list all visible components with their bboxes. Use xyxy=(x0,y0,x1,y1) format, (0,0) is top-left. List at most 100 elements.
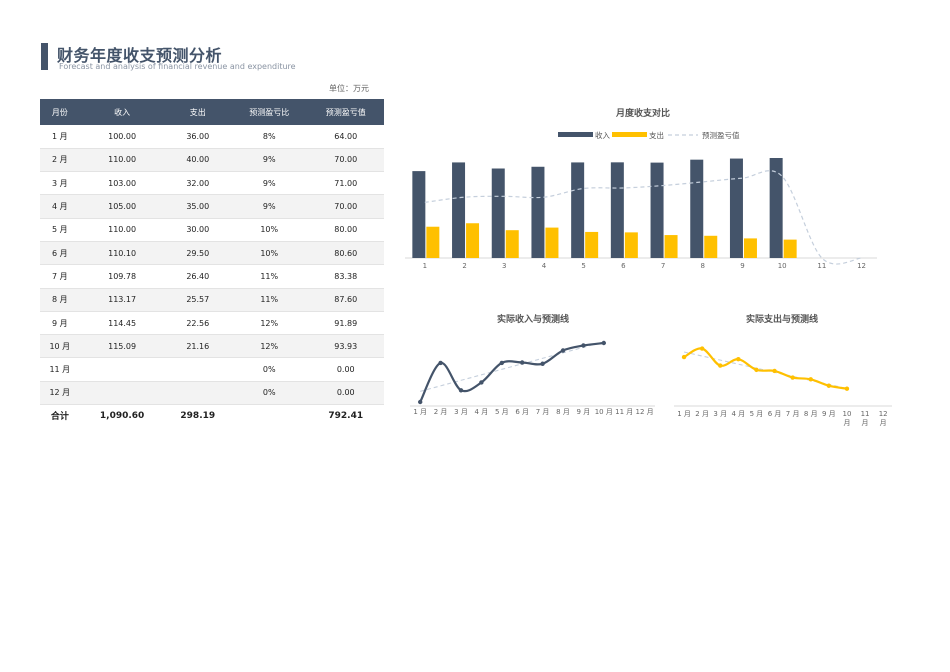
data-point xyxy=(601,340,606,346)
expense-bar xyxy=(585,231,599,258)
total-cell xyxy=(230,404,308,427)
x-tick-label: 4 月 xyxy=(732,410,746,418)
total-cell: 298.19 xyxy=(164,404,231,427)
data-point xyxy=(520,360,525,365)
legend-label: 支出 xyxy=(649,130,664,140)
finance-table: 月份 收入 支出 预测盈亏比 预测盈亏值 1 月 100.00 36.00 8% 64.… xyxy=(40,99,384,427)
data-point xyxy=(808,377,813,382)
column-header: 支出 xyxy=(164,99,231,125)
table-row: 11 月 0% 0.00 xyxy=(40,357,384,382)
x-tick-label: 10 月 xyxy=(595,408,613,416)
table-cell: 91.89 xyxy=(307,311,384,336)
table-cell: 10 月 xyxy=(40,334,80,359)
page-subtitle: Forecast and analysis of financial reven… xyxy=(59,62,296,71)
table-cell: 109.78 xyxy=(79,264,165,289)
expense-bar xyxy=(426,226,440,258)
x-tick-label: 4 月 xyxy=(475,408,489,416)
expense-bar xyxy=(704,235,718,258)
income-bar xyxy=(452,162,466,258)
forecast-line xyxy=(424,170,862,265)
x-tick-label: 3 月 xyxy=(713,410,727,418)
table-cell: 0% xyxy=(230,381,308,406)
table-cell: 10% xyxy=(230,218,308,242)
x-tick-label: 11 月 xyxy=(861,410,870,427)
x-tick-label: 6 月 xyxy=(768,410,782,418)
table-cell: 93.93 xyxy=(307,334,384,359)
x-tick-label: 5 月 xyxy=(495,408,509,416)
data-point xyxy=(499,360,504,366)
table-cell: 8 月 xyxy=(40,288,80,312)
column-header: 预测盈亏比 xyxy=(230,99,308,125)
table-cell: 0.00 xyxy=(307,357,384,382)
table-cell: 71.00 xyxy=(307,171,384,196)
monthly-comparison-chart: 月度收支对比 收入 支出 预测盈亏值 1 2 3 4 5 6 7 8 9 10 11 12 xyxy=(405,107,877,270)
x-tick-label: 8 月 xyxy=(556,408,570,416)
table-row: 6 月 110.10 29.50 10% 80.60 xyxy=(40,241,384,266)
x-tick-label: 11 月 xyxy=(615,408,633,416)
table-cell: 36.00 xyxy=(164,125,231,149)
table-cell: 32.00 xyxy=(164,171,231,196)
table-cell: 70.00 xyxy=(307,194,384,219)
x-tick-label: 12 月 xyxy=(879,410,888,427)
x-tick-label: 2 月 xyxy=(434,408,448,416)
expense-bar xyxy=(664,235,678,258)
table-cell: 4 月 xyxy=(40,194,80,219)
data-point xyxy=(826,383,832,388)
data-point xyxy=(581,343,586,348)
income-bar xyxy=(571,162,585,258)
x-tick-label: 2 月 xyxy=(695,410,709,418)
table-cell: 2 月 xyxy=(40,148,80,173)
legend-swatch xyxy=(612,132,647,137)
table-cell: 6 月 xyxy=(40,241,80,266)
total-cell: 1,090.60 xyxy=(79,404,165,427)
table-cell: 110.00 xyxy=(79,218,165,242)
table-cell: 5 月 xyxy=(40,218,80,242)
expense-bar xyxy=(466,223,480,258)
table-cell: 115.09 xyxy=(79,334,165,359)
data-point xyxy=(479,380,484,385)
data-point xyxy=(418,399,423,405)
x-tick-label: 1 月 xyxy=(413,408,427,416)
table-cell: 9% xyxy=(230,194,308,219)
table-cell: 83.38 xyxy=(307,264,384,289)
x-tick-label: 8 xyxy=(701,262,705,270)
x-tick-label: 8 月 xyxy=(804,410,818,418)
page-title: 财务年度收支预测分析 xyxy=(57,46,223,65)
table-cell: 40.00 xyxy=(164,148,231,173)
data-point xyxy=(754,367,759,373)
x-tick-label: 5 xyxy=(581,262,585,270)
table-row: 5 月 110.00 30.00 10% 80.00 xyxy=(40,218,384,242)
table-row: 10 月 115.09 21.16 12% 93.93 xyxy=(40,334,384,359)
x-tick-label: 11 xyxy=(817,262,826,270)
table-cell: 8% xyxy=(230,125,308,149)
table-cell: 9% xyxy=(230,171,308,196)
series-line xyxy=(683,347,848,390)
table-cell: 1 月 xyxy=(40,125,80,149)
x-tick-label: 7 月 xyxy=(536,408,550,416)
data-point xyxy=(736,357,741,362)
x-tick-label: 9 月 xyxy=(822,410,836,418)
table-cell: 29.50 xyxy=(164,241,231,266)
income-bar xyxy=(690,159,704,258)
table-cell: 11 月 xyxy=(40,357,80,382)
table-cell: 0.00 xyxy=(307,381,384,406)
x-tick-label: 9 xyxy=(740,262,744,270)
table-cell: 114.45 xyxy=(79,311,165,336)
x-tick-label: 9 月 xyxy=(577,408,591,416)
table-cell: 3 月 xyxy=(40,171,80,196)
x-tick-label: 12 xyxy=(857,262,866,270)
table-cell: 30.00 xyxy=(164,218,231,242)
table-row: 2 月 110.00 40.00 9% 70.00 xyxy=(40,148,384,173)
table-row: 12 月 0% 0.00 xyxy=(40,381,384,406)
x-tick-label: 1 月 xyxy=(677,410,691,418)
table-total-row: 合计 1,090.60 298.19 792.41 xyxy=(40,404,384,427)
x-tick-label: 2 xyxy=(462,262,466,270)
table-cell: 103.00 xyxy=(79,171,165,196)
legend-label: 预测盈亏值 xyxy=(702,130,740,140)
column-header: 月份 xyxy=(40,99,80,125)
expense-bar xyxy=(624,232,638,258)
table-cell xyxy=(164,357,231,382)
data-point xyxy=(681,354,687,360)
x-tick-label: 5 月 xyxy=(750,410,764,418)
expense-bar xyxy=(545,227,559,258)
